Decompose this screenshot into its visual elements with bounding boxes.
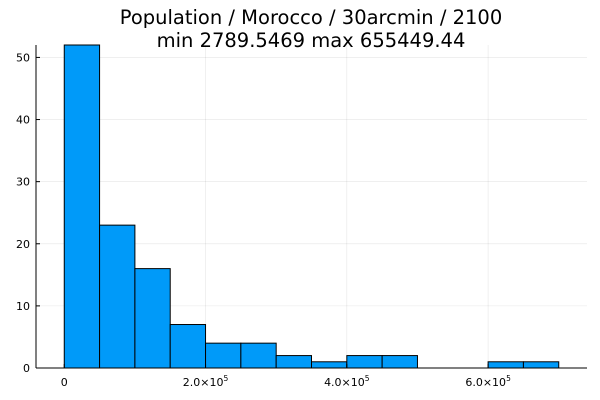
y-tick-label: 20 [16, 238, 30, 251]
histogram-bar [346, 355, 383, 369]
histogram-bar [99, 224, 136, 369]
axes [35, 45, 587, 369]
histogram-bar [63, 44, 101, 369]
histogram-bar [522, 361, 560, 369]
x-tick-label: 2.0×105 [183, 374, 229, 389]
histogram-bar [311, 361, 348, 369]
y-tick-label: 0 [23, 362, 30, 375]
histogram-bar [487, 361, 524, 369]
chart-subtitle-line-2: min 2789.5469 max 655449.44 [157, 29, 466, 52]
x-tick-label: 0 [61, 376, 68, 389]
tick-labels: 0 10 20 30 40 50 0 2.0×105 4.0×105 6.0×105 [16, 51, 511, 389]
y-tick-label: 30 [16, 176, 30, 189]
histogram-bar [240, 342, 277, 369]
histogram-bar [205, 342, 242, 369]
y-tick-label: 10 [16, 300, 30, 313]
histogram-bar [275, 355, 312, 369]
y-tick-label: 40 [16, 114, 30, 127]
y-tick-label: 50 [16, 51, 30, 64]
histogram-bar [381, 355, 418, 369]
x-tick-label: 4.0×105 [324, 374, 370, 389]
histogram-bar [134, 268, 171, 369]
x-tick-label: 6.0×105 [465, 374, 511, 389]
bars [63, 44, 560, 369]
histogram-bar [169, 324, 207, 369]
chart-title-line-1: Population / Morocco / 30arcmin / 2100 [120, 6, 502, 29]
